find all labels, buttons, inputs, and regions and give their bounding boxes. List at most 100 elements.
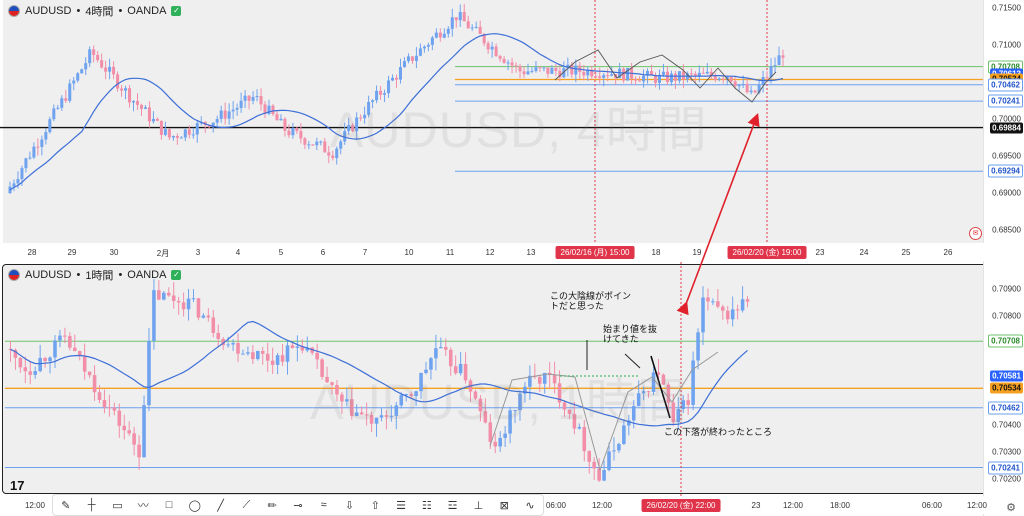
- annotation-broke-open-price[interactable]: 始まり値を抜 けてきた: [603, 324, 657, 344]
- path-icon[interactable]: 〰: [137, 500, 149, 512]
- arrow-down-icon[interactable]: ⇩: [344, 499, 355, 512]
- circle-icon[interactable]: ◯: [188, 499, 201, 512]
- candle-body: [355, 117, 359, 132]
- price-axis-1h[interactable]: 0.70900 0.70800 0.70400 0.70300 0.70200 0.707…: [983, 262, 1024, 516]
- price-tag-blue: 0.70241: [988, 461, 1023, 474]
- double-line-icon[interactable]: ≈: [320, 499, 327, 511]
- candle-body: [299, 131, 303, 139]
- crosshair-icon[interactable]: ┼: [87, 499, 96, 511]
- price-tag-blue: 0.70462: [988, 401, 1023, 415]
- list-alt-icon[interactable]: ☲: [447, 499, 458, 512]
- candle-body: [295, 346, 300, 348]
- curve-icon[interactable]: ∿: [525, 499, 535, 512]
- candle-body: [448, 349, 453, 367]
- comment-icon[interactable]: ▭: [112, 499, 123, 512]
- candle-body: [68, 336, 72, 348]
- drawing-toolbar[interactable]: ✎ ┼ ▭ 〰 □ ◯ ╱ ⟋ ✏ ⊸ ≈ ⇩ ⇧ ☰ ☷ ☲ ⊥ ⊠ ∿: [52, 494, 544, 516]
- time-tag-crosshair[interactable]: 26/02/20 (金) 22:00: [641, 499, 721, 512]
- candle-body: [120, 88, 124, 91]
- candle-body: [176, 300, 181, 303]
- price-chart-1h[interactable]: [0, 262, 985, 496]
- candle-body: [315, 352, 319, 360]
- candle-body: [646, 70, 650, 76]
- candle-body: [594, 76, 598, 78]
- candle-body: [697, 72, 701, 76]
- price-tick: 0.70000: [992, 114, 1021, 124]
- candle-body: [171, 295, 176, 301]
- chart-pane-1h[interactable]: AUDUSD, 1時間 AUDUSD • 1時間 • OANDA ✓ 0.709…: [0, 262, 1024, 516]
- line-icon[interactable]: ╱: [217, 499, 224, 512]
- annotation-text: この大陰線がポイン トだと思った: [550, 291, 632, 311]
- candle-body: [303, 138, 307, 145]
- candle-body: [522, 71, 526, 75]
- candle-body: [418, 48, 422, 56]
- candle-body: [494, 46, 498, 57]
- market-open-icon: ✓: [171, 6, 182, 16]
- candle-body: [295, 128, 299, 132]
- candle-body: [592, 461, 596, 469]
- ruler-icon[interactable]: ☰: [396, 499, 406, 512]
- candle-body: [60, 98, 64, 108]
- rectangle-icon[interactable]: □: [165, 499, 173, 511]
- time-tick: 3: [195, 248, 201, 257]
- settings-gear-icon[interactable]: ⚙: [1006, 502, 1016, 514]
- candle-body: [769, 66, 773, 78]
- candle-body: [773, 65, 777, 67]
- candle-body: [466, 21, 470, 29]
- candle-body: [725, 310, 730, 320]
- time-tick: 23: [751, 501, 761, 510]
- time-tag-crosshair[interactable]: 26/02/16 (月) 15:00: [555, 246, 635, 259]
- list-icon[interactable]: ☷: [421, 499, 432, 512]
- annotation-drop-ended[interactable]: この下落が終わったところ: [664, 427, 772, 437]
- candle-body: [251, 96, 255, 101]
- candle-body: [686, 400, 690, 405]
- chart-area-4h[interactable]: [3, 0, 983, 243]
- candle-body: [673, 73, 677, 81]
- candle-body: [741, 83, 745, 85]
- candle-body: [226, 344, 230, 346]
- candle-body: [562, 68, 566, 78]
- symbol-legend-1h[interactable]: AUDUSD • 1時間 • OANDA ✓: [8, 267, 182, 283]
- candle-body: [191, 298, 196, 300]
- annotation-big-bear-candle[interactable]: この大陰線がポイン トだと思った: [550, 291, 631, 311]
- time-tick: 13: [526, 248, 536, 257]
- us-event-icon[interactable]: ✉: [969, 227, 982, 240]
- price-axis-4h[interactable]: 0.715000.710000.705000.700000.695000.690…: [983, 0, 1024, 262]
- candle-body: [96, 54, 100, 61]
- price-chart-4h[interactable]: [0, 0, 985, 243]
- candle-body: [526, 71, 530, 75]
- candle-body: [163, 129, 167, 135]
- measure-icon[interactable]: ⊥: [473, 499, 484, 512]
- chart-area-1h[interactable]: [2, 264, 988, 494]
- arrow-up-icon[interactable]: ⇧: [370, 499, 380, 512]
- time-tick: 12:00: [24, 501, 46, 510]
- pencil-icon[interactable]: ✏: [267, 499, 277, 512]
- symbol-legend[interactable]: AUDUSD • 4時間 • OANDA ✓: [8, 3, 182, 19]
- time-tick: 10: [404, 248, 414, 257]
- time-axis-4h[interactable]: 28 29 30 2月 3 4 5 6 7 10 11 12 13 18 19 23 24 25 26 26/02/1…: [0, 243, 985, 261]
- candle-body: [166, 292, 171, 296]
- price-tag-blue-solid: 0.70613: [990, 68, 1023, 80]
- segment-icon[interactable]: ⊸: [293, 499, 303, 512]
- candle-body: [320, 359, 324, 377]
- time-tick: 25: [901, 248, 911, 257]
- candle-body: [777, 55, 781, 66]
- candle-body: [582, 426, 587, 452]
- candle-body: [88, 49, 92, 64]
- time-tag-crosshair[interactable]: 26/02/20 (金) 19:00: [727, 246, 807, 259]
- pen-icon[interactable]: ✎: [61, 499, 71, 512]
- candle-body: [503, 433, 507, 438]
- candle-body: [330, 382, 334, 385]
- tradingview-logo[interactable]: 17: [10, 478, 25, 493]
- candle-body: [627, 420, 631, 426]
- candle-body: [211, 317, 216, 333]
- candle-body: [36, 146, 40, 148]
- candle-body: [58, 335, 62, 341]
- candle-body: [347, 124, 351, 131]
- image-icon[interactable]: ⊠: [499, 499, 509, 512]
- chart-pane-4h[interactable]: AUDUSD, 4時間 AUDUSD • 4時間 • OANDA ✓ 0.715…: [0, 0, 1024, 262]
- candle-body: [622, 68, 626, 81]
- candle-body: [626, 67, 630, 81]
- candle-body: [402, 61, 406, 68]
- brush-icon[interactable]: ⟋: [242, 498, 251, 511]
